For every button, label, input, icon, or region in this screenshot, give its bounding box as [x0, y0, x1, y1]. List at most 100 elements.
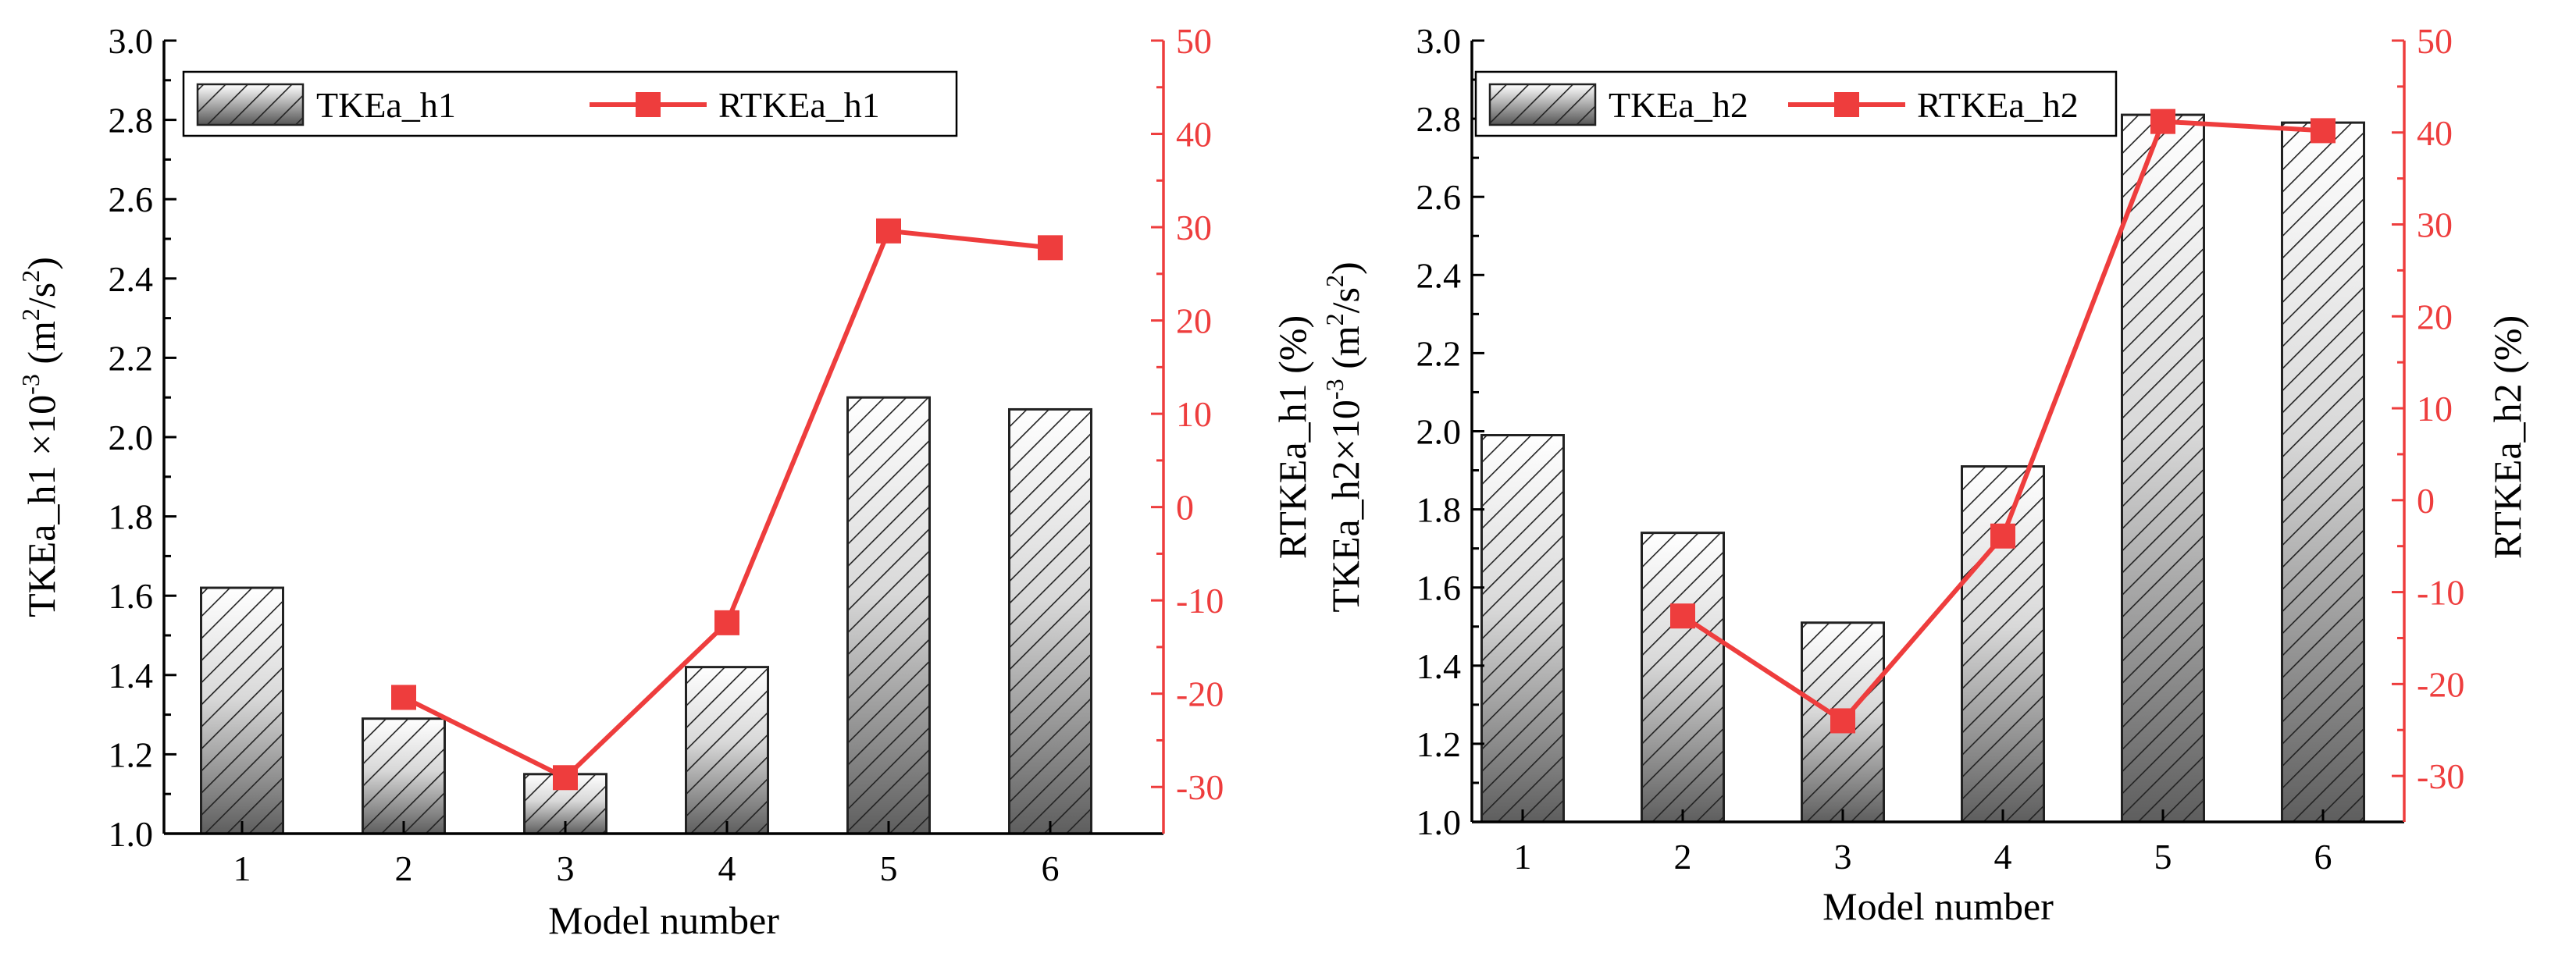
y2-tick-label: 30 — [2417, 205, 2453, 245]
chart-panel-2: 1.0 1.2 1.4 1.6 1.8 2.0 2.2 2.4 2.6 2.8 3.0 -30 -20 -… — [1270, 21, 2529, 928]
y2-tick-label: 20 — [2417, 297, 2453, 336]
x-tick-label: 3 — [557, 848, 575, 888]
bar-hatch-TKEa_h1-5 — [846, 396, 931, 835]
y-axis-label: TKEa_h1 ×10-3 (m2/s2) — [16, 257, 63, 617]
y-tick-label: 1.0 — [1416, 802, 1462, 842]
x-axis-label: Model number — [548, 898, 779, 942]
y-tick-label: 1.2 — [109, 734, 154, 774]
y-tick-label: 2.4 — [109, 259, 154, 299]
marker-RTKEa_h2-3 — [1830, 708, 1855, 734]
y-axis-label: TKEa_h2×10-3 (m2/s2) — [1320, 261, 1367, 612]
x-tick-label: 4 — [1994, 837, 2012, 877]
bar-hatch-TKEa_h1-2 — [362, 717, 446, 835]
x-tick-label: 5 — [880, 848, 898, 888]
y2-tick-label: 40 — [1176, 115, 1212, 155]
marker-RTKEa_h1-4 — [714, 610, 739, 635]
y-tick-label: 2.8 — [1416, 99, 1462, 139]
y-axis-label-ylabel-close: ) — [1324, 261, 1367, 275]
y-axis-label-ylabel-prefix: TKEa_h2×10 — [1324, 400, 1367, 613]
y2-tick-label: -10 — [1176, 581, 1224, 621]
marker-RTKEa_h2-5 — [2150, 108, 2175, 134]
marker-RTKEa_h2-6 — [2311, 118, 2336, 144]
bar-hatch-TKEa_h2-2 — [1641, 532, 1725, 823]
y-axis-label-ylabel-unit-exp: 2 — [1320, 313, 1349, 325]
y-tick-label: 2.2 — [109, 338, 154, 378]
y-axis-label-ylabel-prefix: TKEa_h1 ×10 — [20, 395, 63, 617]
legend-label-bar: TKEa_h2 — [1609, 85, 1748, 125]
x-tick-label: 1 — [233, 848, 251, 888]
y-tick-label: 1.4 — [109, 656, 154, 695]
y-axis-label-ylabel-unit-exp2: 2 — [1320, 275, 1349, 287]
marker-RTKEa_h1-5 — [876, 218, 901, 244]
x-tick-label: 6 — [1042, 848, 1060, 888]
y-tick-label: 1.0 — [109, 814, 154, 854]
y-tick-label: 3.0 — [109, 21, 154, 61]
y-tick-label: 2.6 — [1416, 177, 1462, 217]
y2-axis-label-panel1: RTKEa_h1 (%) — [1270, 315, 1314, 559]
y-axis-label-ylabel-exp: -3 — [16, 374, 45, 395]
bar-hatch-TKEa_h2-1 — [1480, 434, 1565, 823]
legend-swatch-hatch — [1488, 83, 1597, 126]
y-axis-label-ylabel-suffix: (m — [1324, 325, 1367, 379]
legend-swatch-marker — [636, 92, 661, 117]
y-tick-label: 2.2 — [1416, 333, 1462, 373]
y-tick-label: 1.2 — [1416, 724, 1462, 764]
y-tick-label: 1.6 — [109, 576, 154, 616]
bar-hatch-TKEa_h2-5 — [2121, 113, 2205, 823]
bar-hatch-TKEa_h2-4 — [1961, 465, 2045, 823]
x-tick-label: 5 — [2154, 837, 2172, 877]
y2-tick-label: -30 — [1176, 767, 1224, 807]
marker-RTKEa_h1-3 — [553, 765, 578, 791]
bar-hatch-TKEa_h2-6 — [2281, 121, 2365, 823]
y-tick-label: 2.4 — [1416, 255, 1462, 295]
y-tick-label: 2.0 — [109, 418, 154, 457]
marker-RTKEa_h2-4 — [1990, 523, 2015, 549]
y-axis-label-ylabel-unit-mid: /s — [20, 283, 63, 308]
bar-hatch-TKEa_h1-1 — [200, 586, 284, 835]
legend-label-line: RTKEa_h2 — [1917, 85, 2079, 125]
x-tick-label: 6 — [2314, 837, 2332, 877]
y-tick-label: 2.6 — [109, 180, 154, 219]
marker-RTKEa_h2-2 — [1670, 603, 1695, 629]
y2-tick-label: -30 — [2417, 756, 2464, 796]
legend-label-bar: TKEa_h1 — [316, 85, 456, 125]
x-tick-label: 1 — [1514, 837, 1532, 877]
y-axis-label-ylabel-unit-mid: /s — [1324, 287, 1367, 313]
y-tick-label: 1.6 — [1416, 568, 1462, 608]
y-axis-label-ylabel-close: ) — [20, 257, 63, 270]
y2-tick-label: 30 — [1176, 208, 1212, 247]
y2-tick-label: 10 — [1176, 394, 1212, 434]
y-tick-label: 2.8 — [109, 101, 154, 140]
y2-tick-label: 50 — [2417, 21, 2453, 61]
y2-tick-label: 10 — [2417, 389, 2453, 429]
legend-swatch-hatch — [196, 83, 305, 126]
y2-tick-label: -20 — [2417, 664, 2464, 704]
marker-RTKEa_h1-2 — [391, 685, 416, 710]
y2-tick-label: 20 — [1176, 301, 1212, 341]
x-tick-label: 3 — [1834, 837, 1852, 877]
y-axis-label-ylabel-suffix: (m — [20, 321, 63, 374]
y2-axis-label: RTKEa_h2 (%) — [2485, 315, 2529, 559]
x-tick-label: 2 — [1674, 837, 1692, 877]
y2-tick-label: 40 — [2417, 113, 2453, 153]
x-tick-label: 2 — [395, 848, 413, 888]
y-tick-label: 2.0 — [1416, 412, 1462, 452]
legend-box — [182, 70, 958, 137]
y2-tick-label: -20 — [1176, 674, 1224, 714]
legend-swatch-marker — [1834, 92, 1859, 117]
y-tick-label: 1.4 — [1416, 646, 1462, 686]
y2-tick-label: -10 — [2417, 573, 2464, 613]
x-tick-label: 4 — [718, 848, 736, 888]
y-tick-label: 1.8 — [1416, 490, 1462, 530]
legend-label-line: RTKEa_h1 — [718, 85, 880, 125]
bar-hatch-TKEa_h1-4 — [685, 666, 769, 835]
y-axis-label-ylabel-exp: -3 — [1320, 379, 1349, 400]
x-axis-label: Model number — [1822, 884, 2054, 928]
chart-panel-1: 1.01.21.41.61.82.02.22.42.62.83.0-30-20-… — [16, 21, 1224, 942]
bar-hatch-TKEa_h1-6 — [1008, 407, 1092, 835]
y2-tick-label: 50 — [1176, 21, 1212, 61]
y-tick-label: 3.0 — [1416, 21, 1462, 61]
y2-tick-label: 0 — [1176, 488, 1194, 528]
